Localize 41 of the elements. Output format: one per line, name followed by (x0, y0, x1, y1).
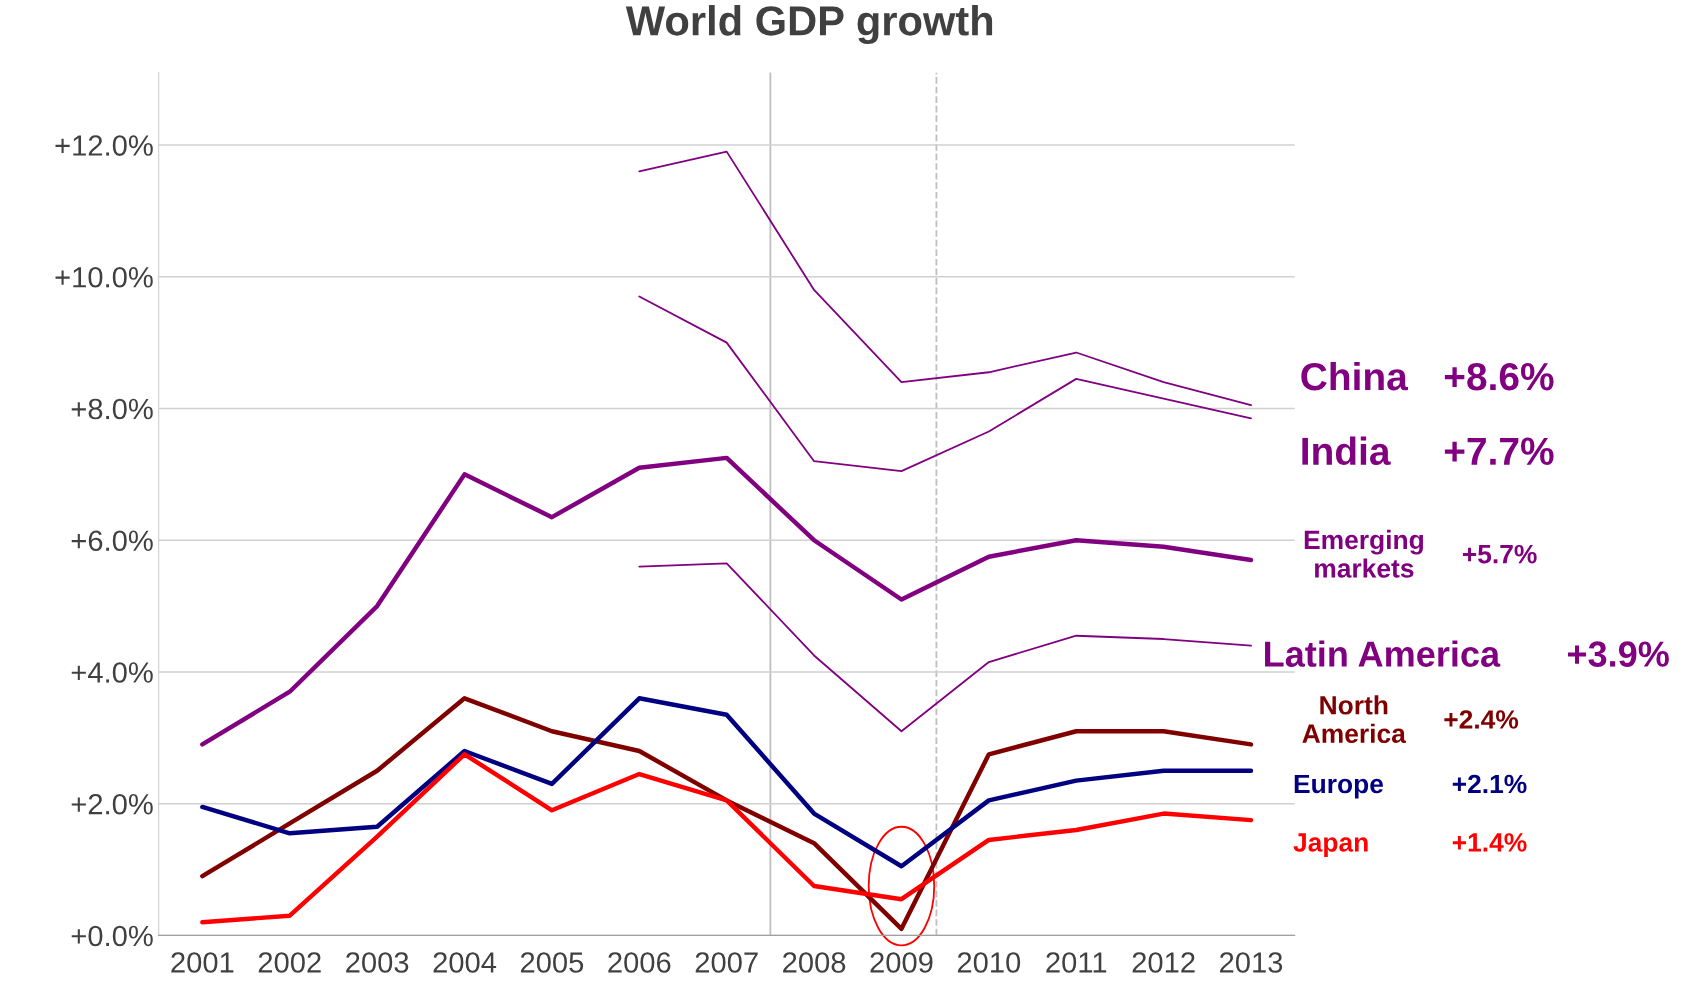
y-tick-label: +4.0% (71, 662, 153, 683)
series-label: North America (1302, 695, 1407, 744)
text: +1.4% (1452, 833, 1527, 852)
x-tick-label: 2009 (870, 952, 933, 973)
y-tick-label: +8.0% (71, 398, 153, 420)
x-tick-label: 2002 (258, 952, 321, 973)
chart-title: World GDP growth (625, 5, 993, 45)
x-tick-label: 2003 (346, 952, 409, 973)
text: Emerging markets (1304, 529, 1423, 578)
series-label: Europe (1294, 774, 1384, 799)
series-label: Latin America (1265, 640, 1501, 667)
y-tick-label: +0.0% (71, 925, 153, 947)
x-tick-label: 2013 (1220, 952, 1283, 973)
line-series (200, 455, 1254, 747)
y-tick-label: +10.0% (55, 266, 153, 288)
text: +7.7% (1444, 437, 1554, 465)
y-tick-label: +2.0% (71, 793, 153, 815)
series-label: India (1302, 436, 1391, 466)
text: +3.9% (1567, 641, 1669, 667)
line-series (200, 696, 1254, 932)
x-tick-label: 2012 (1132, 952, 1195, 973)
text: +2.4% (1444, 710, 1519, 729)
y-tick-label: +6.0% (71, 530, 153, 552)
text: +8.6% (1444, 362, 1554, 391)
y-tick-label: +12.0% (55, 135, 153, 156)
x-tick-label: 2007 (695, 952, 758, 973)
x-tick-label: 2006 (608, 952, 671, 973)
x-tick-label: 2005 (520, 952, 584, 973)
series-label: Japan (1293, 833, 1368, 857)
line-series (200, 696, 1254, 869)
x-tick-label: 2010 (957, 952, 1021, 973)
x-tick-label: 2004 (433, 952, 497, 973)
line-series (638, 562, 1252, 733)
line-series (638, 150, 1252, 407)
text: +5.7% (1462, 544, 1537, 564)
x-tick-label: 2001 (171, 952, 234, 973)
x-tick-label: 2008 (783, 952, 846, 973)
x-tick-label: 2011 (1046, 952, 1107, 973)
line-series (638, 295, 1252, 472)
text: +2.1% (1452, 774, 1527, 794)
series-label: China (1301, 361, 1409, 391)
